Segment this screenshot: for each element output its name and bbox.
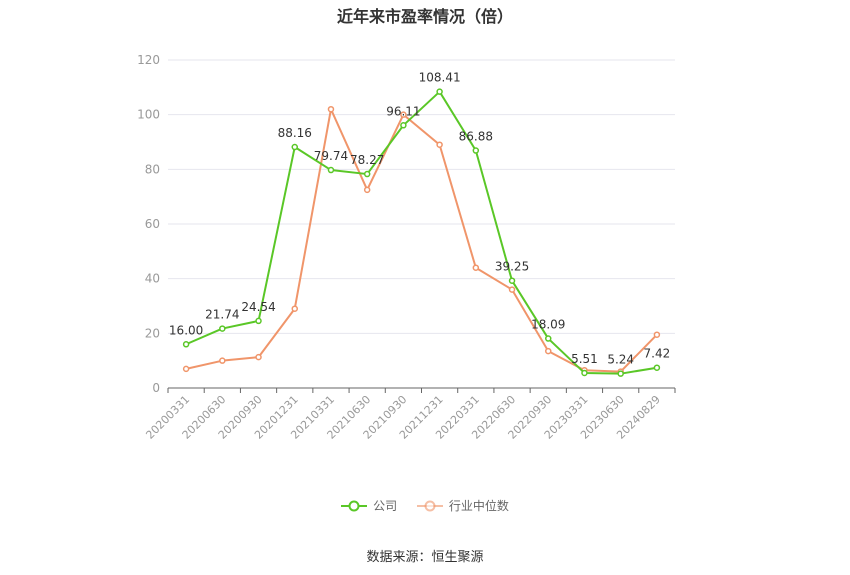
data-point[interactable]: [436, 141, 443, 148]
data-point[interactable]: [327, 166, 335, 174]
data-label: 18.09: [531, 318, 565, 332]
data-label: 7.42: [644, 347, 671, 361]
data-label: 88.16: [278, 126, 312, 140]
data-label: 24.54: [241, 300, 275, 314]
y-tick-label: 20: [145, 326, 160, 340]
data-point[interactable]: [219, 357, 226, 364]
data-point[interactable]: [653, 364, 661, 371]
data-label: 86.88: [459, 130, 493, 144]
y-tick-label: 120: [137, 53, 160, 67]
grid-lines: [168, 59, 675, 334]
data-label: 108.41: [419, 71, 461, 85]
data-point[interactable]: [436, 88, 443, 95]
y-tick-label: 100: [137, 108, 160, 122]
data-point[interactable]: [581, 369, 588, 377]
data-point[interactable]: [363, 170, 371, 178]
line-chart: 0 20 40 60 80 100 120 202003312020063020200930…: [137, 53, 676, 442]
data-point[interactable]: [508, 277, 516, 284]
legend-label-industry-median: 行业中位数: [448, 499, 509, 513]
data-point[interactable]: [472, 264, 480, 271]
data-label: 21.74: [205, 308, 239, 322]
y-tick-label: 40: [145, 272, 160, 286]
data-point[interactable]: [219, 325, 226, 332]
data-point[interactable]: [291, 305, 298, 312]
data-point[interactable]: [400, 111, 407, 118]
data-label: 79.74: [314, 149, 348, 163]
series-line-industry-median: [185, 108, 658, 373]
data-point[interactable]: [182, 365, 190, 373]
data-point[interactable]: [327, 105, 335, 113]
data-point[interactable]: [363, 186, 371, 194]
y-tick-label: 0: [152, 381, 160, 395]
data-label: 96.11: [386, 104, 420, 118]
x-axis: 2020033120200630202009302020123120210331…: [143, 387, 676, 442]
series-lines: [182, 88, 661, 377]
data-point[interactable]: [545, 335, 552, 342]
chart-title: 近年来市盈率情况（倍）: [336, 7, 513, 26]
data-label: 5.51: [571, 352, 598, 366]
data-point[interactable]: [400, 122, 407, 129]
legend-marker-industry-median: [416, 500, 443, 511]
legend: 公司 行业中位数: [0, 497, 850, 515]
data-label: 39.25: [495, 260, 529, 274]
data-point[interactable]: [255, 353, 262, 361]
data-point[interactable]: [508, 286, 516, 293]
data-label: 16.00: [169, 323, 203, 337]
data-point[interactable]: [291, 143, 298, 151]
legend-item-industry-median[interactable]: 行业中位数: [416, 497, 509, 514]
data-point[interactable]: [472, 147, 480, 154]
data-point[interactable]: [617, 370, 624, 377]
data-label: 5.24: [607, 353, 634, 367]
legend-label-company: 公司: [373, 499, 398, 513]
y-tick-label: 60: [145, 217, 160, 231]
y-tick-label: 80: [145, 162, 160, 176]
legend-marker-company: [341, 500, 368, 511]
data-source: 数据来源：恒生聚源: [366, 550, 484, 565]
legend-item-company[interactable]: 公司: [341, 497, 397, 514]
data-point[interactable]: [255, 317, 262, 325]
data-point[interactable]: [545, 347, 552, 355]
y-axis: 0 20 40 60 80 100 120: [137, 53, 160, 395]
data-point[interactable]: [182, 341, 190, 348]
data-point[interactable]: [653, 331, 661, 338]
data-label: 78.27: [350, 153, 384, 167]
series-line-company: [185, 90, 658, 375]
